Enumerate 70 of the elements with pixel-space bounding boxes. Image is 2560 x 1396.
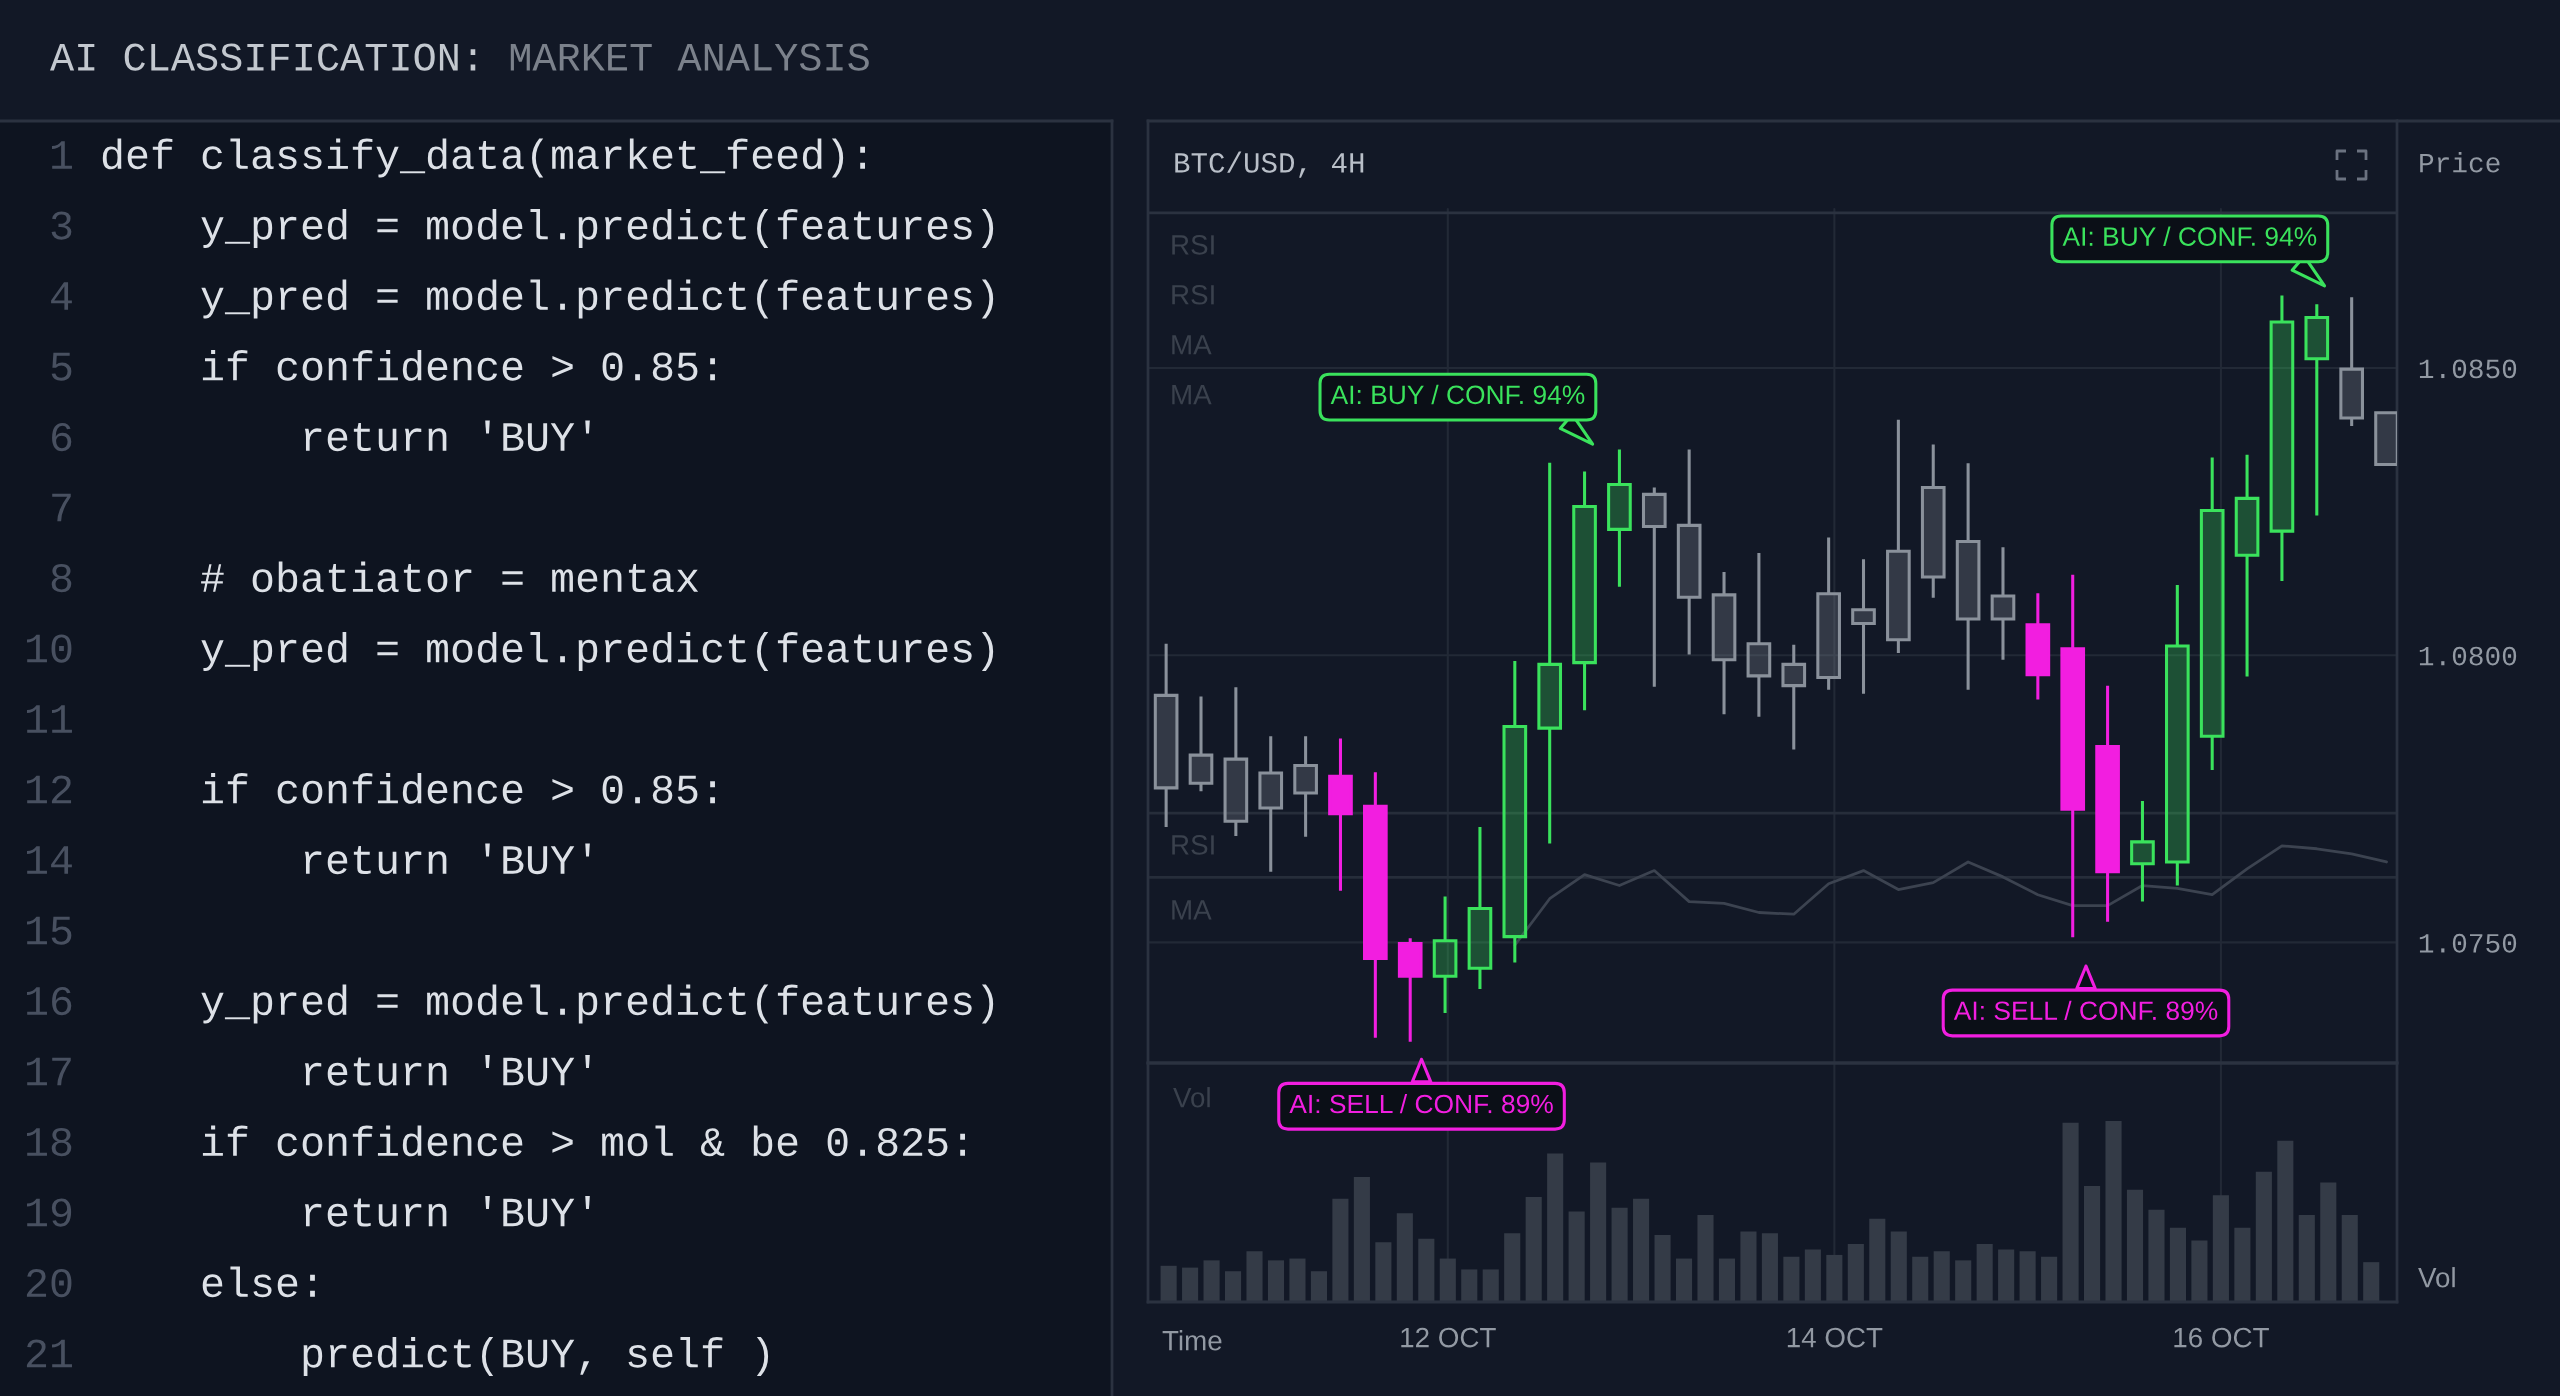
text: 15 — [27, 916, 72, 945]
candlestick — [1432, 896, 1458, 1014]
candlestick — [1990, 547, 2016, 660]
x-tick-label: 12 OCT — [1401, 1327, 1496, 1348]
text: 20 else: — [26, 1266, 315, 1298]
candlestick — [1537, 462, 1563, 844]
candlestick — [1363, 772, 1388, 1038]
candlestick — [1328, 738, 1353, 891]
y-tick-label: 1.0800 — [2419, 646, 2517, 666]
text: 7 — [52, 493, 71, 522]
text: 10 y_pred = model.predict(features) — [27, 632, 994, 671]
candlestick — [1746, 552, 1772, 717]
text: 21 predict(BUY, self ) — [26, 1337, 769, 1376]
candlestick — [1955, 463, 1981, 690]
annotation: AI: SELL / CONF. 89% — [1953, 1000, 2218, 1021]
candlestick — [1502, 660, 1528, 963]
candlestick — [2164, 585, 2190, 886]
candlestick — [2339, 297, 2365, 426]
text: AI: SELL / CONF. 89% — [1289, 1093, 1553, 1114]
candlestick — [1223, 687, 1249, 837]
text: 19 return 'BUY' — [27, 1196, 590, 1227]
annotation: AI: BUY / CONF. 94% — [2062, 226, 2317, 246]
text: 6 return 'BUY' — [52, 420, 590, 452]
candlestick — [1886, 419, 1911, 653]
candlestick — [1920, 444, 1946, 598]
candlestick — [1188, 696, 1214, 792]
candlestick — [1781, 644, 1807, 750]
text: MARKET ANALYSIS — [510, 43, 869, 71]
x-axis-title: Time — [1162, 1330, 1222, 1351]
candlestick — [1607, 449, 1632, 587]
text: 4 y_pred = model.predict(features) — [51, 279, 994, 319]
text: BTC/USD, 4H — [1175, 151, 1364, 178]
candlestick — [2199, 457, 2225, 771]
y-axis-title: Vol — [2418, 1267, 2455, 1288]
candlestick — [1641, 487, 1667, 687]
text: 16 y_pred = model.predict(features) — [27, 984, 994, 1024]
candlestick — [2095, 685, 2120, 922]
text: 12 if confidence > 0.85: — [27, 773, 715, 804]
candlestick — [1258, 736, 1284, 872]
candlestick — [1816, 537, 1841, 690]
candlestick — [2025, 593, 2051, 700]
y-tick-label: 1.0750 — [2419, 933, 2517, 953]
text: 8 # obatiator = mentax — [51, 561, 699, 593]
candlestick — [2269, 295, 2295, 582]
x-tick-label: 14 OCT — [1787, 1327, 1883, 1348]
text: 3 y_pred = model.predict(features) — [51, 209, 994, 248]
line-series — [1513, 844, 2388, 947]
candlestick — [1153, 643, 1179, 827]
text: 1 def classify_data(market_feed): — [52, 138, 865, 178]
text: 5 if confidence > 0.85: — [51, 350, 715, 381]
candlestick — [2304, 304, 2330, 516]
candlestick — [1676, 449, 1702, 655]
x-tick-label: 16 OCT — [2174, 1327, 2269, 1348]
candlestick — [1293, 736, 1318, 837]
candlestick — [1851, 559, 1876, 694]
candlestick — [1711, 571, 1737, 715]
text: 18 if confidence > mol & be 0.825: — [27, 1125, 965, 1157]
candlestick — [1467, 826, 1493, 989]
candlestick — [2234, 454, 2260, 677]
text: 17 return 'BUY' — [27, 1055, 590, 1086]
candlestick — [1572, 471, 1597, 711]
text: 14 return 'BUY' — [27, 843, 590, 875]
candlestick — [2130, 801, 2155, 902]
text: AI CLASSIFICATION: — [50, 43, 476, 71]
y-tick-label: 1.0850 — [2419, 359, 2517, 379]
y-axis-title: Price — [2420, 152, 2500, 173]
candlestick — [1397, 938, 1423, 1042]
annotation: AI: BUY / CONF. 94% — [1330, 384, 1585, 405]
text: 11 — [27, 705, 72, 733]
candlestick — [2060, 574, 2086, 938]
